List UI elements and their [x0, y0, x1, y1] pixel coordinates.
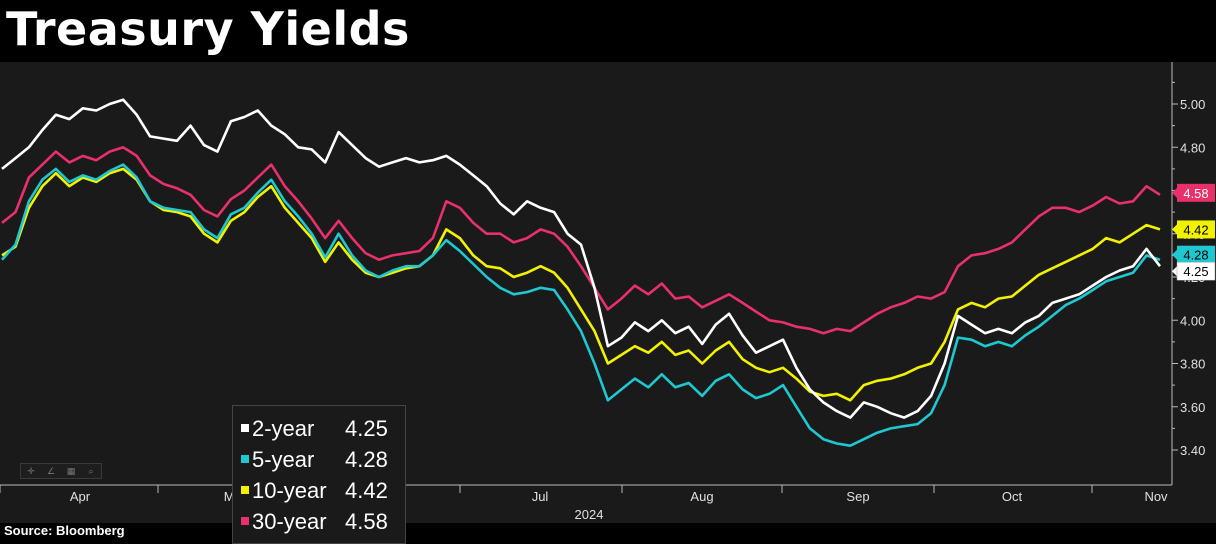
legend: 2-year 4.25 5-year 4.28 10-year 4.42 30-yea…: [232, 405, 406, 544]
table-icon[interactable]: ▦: [66, 466, 76, 476]
zoom-icon[interactable]: ⌕: [88, 466, 94, 476]
last-value-label: 4.28: [1183, 248, 1208, 263]
legend-label: 30-year: [252, 509, 327, 534]
y-tick-label: 3.80: [1180, 357, 1205, 372]
legend-label: 2-year: [252, 416, 315, 441]
last-value-pointer: [1172, 265, 1178, 278]
series-line-10-year: [1, 167, 1161, 402]
last-value-tag-10-year: [1177, 220, 1215, 239]
y-tick-label: 3.40: [1180, 443, 1205, 458]
series-line-2-year: [1, 98, 1162, 419]
legend-label: 5-year: [252, 447, 315, 472]
last-value-tag-2-year-top: [1176, 261, 1216, 281]
series-line-5-year: [1, 163, 1161, 447]
last-value-tag-5-year: [1177, 245, 1215, 264]
chart-title: Treasury Yields: [6, 2, 410, 56]
draw-line-icon[interactable]: ∠: [46, 466, 56, 476]
x-axis-label: 2024: [575, 507, 604, 522]
last-value-label: 4.42: [1183, 222, 1208, 237]
legend-swatch: [241, 517, 249, 525]
source-note: Source: Bloomberg: [4, 523, 125, 538]
series-line-30-year: [1, 146, 1161, 335]
line-chart[interactable]: 3.403.603.804.004.204.404.604.805.00AprM…: [0, 62, 1216, 523]
legend-value: 4.28: [345, 447, 388, 472]
legend-item-30-year: 30-year 4.58: [241, 509, 388, 535]
x-tick-label: Sep: [846, 489, 869, 504]
x-tick-label: Jul: [532, 489, 549, 504]
legend-swatch: [241, 486, 249, 494]
chart-panel: 3.403.603.804.004.204.404.604.805.00AprM…: [0, 62, 1216, 544]
legend-value: 4.25: [345, 416, 388, 441]
y-tick-label: 3.60: [1180, 400, 1205, 415]
last-value-pointer: [1172, 248, 1178, 261]
legend-label: 10-year: [252, 478, 327, 503]
chart-toolbar: ✛ ∠ ▦ ⌕: [20, 463, 102, 479]
legend-item-10-year: 10-year 4.42: [241, 478, 388, 504]
x-tick-label: Nov: [1144, 489, 1168, 504]
y-tick-label: 4.00: [1180, 313, 1205, 328]
last-value-label: 4.25: [1183, 264, 1208, 279]
last-value-tag-30-year: [1177, 183, 1215, 202]
last-value-label: 4.58: [1183, 186, 1208, 201]
legend-item-5-year: 5-year 4.28: [241, 447, 388, 473]
legend-swatch: [241, 455, 249, 463]
last-value-pointer: [1172, 223, 1178, 236]
crosshair-icon[interactable]: ✛: [27, 466, 35, 476]
y-tick-label: 5.00: [1180, 97, 1205, 112]
last-value-pointer: [1172, 186, 1178, 199]
legend-item-2-year: 2-year 4.25: [241, 416, 388, 442]
legend-swatch: [241, 424, 249, 432]
legend-value: 4.42: [345, 478, 388, 503]
x-tick-label: Aug: [690, 489, 713, 504]
legend-value: 4.58: [345, 509, 388, 534]
x-tick-label: Apr: [70, 489, 91, 504]
x-tick-label: Oct: [1002, 489, 1023, 504]
y-tick-label: 4.80: [1180, 140, 1205, 155]
